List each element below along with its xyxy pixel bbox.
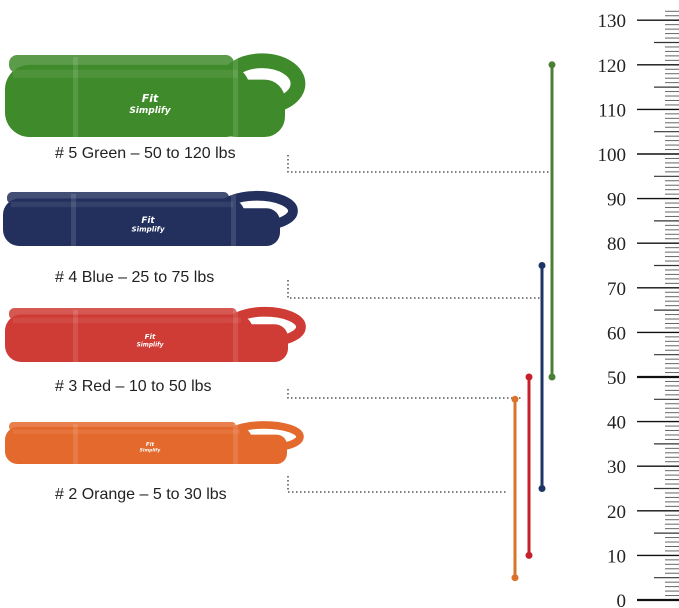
- band-strap: [73, 424, 78, 464]
- range-max-dot: [538, 262, 546, 269]
- band-body: [5, 314, 253, 362]
- range-min-dot: [538, 485, 546, 492]
- tick-label: 60: [607, 323, 626, 344]
- tick-label: 90: [607, 190, 626, 211]
- tick-label: 110: [598, 100, 626, 121]
- connector-line: [287, 155, 552, 173]
- band-body: [5, 64, 250, 137]
- logo-text: Simplify: [140, 448, 162, 454]
- logo-text: Simplify: [137, 342, 165, 348]
- logo-text: Fit: [142, 92, 159, 105]
- band-highlight: [11, 201, 233, 208]
- band-highlight: [13, 429, 240, 434]
- range-max-dot: [511, 395, 519, 403]
- band-body: [3, 198, 245, 246]
- band-label-red: # 3 Red – 10 to 50 lbs: [55, 378, 212, 395]
- band-top: [7, 192, 229, 204]
- tick-label: 120: [598, 56, 627, 77]
- range-bars: [511, 61, 556, 582]
- band-strap: [233, 57, 238, 137]
- connector-line: [287, 280, 542, 299]
- band-highlight: [13, 317, 241, 324]
- band-strap: [71, 194, 76, 246]
- tick-label: 100: [598, 145, 627, 166]
- band-label-green: # 5 Green – 50 to 120 lbs: [55, 145, 236, 162]
- band-images: FitSimplifyFitSimplifyFitSimplifyFitSimp…: [3, 53, 306, 464]
- band-top: [9, 308, 237, 320]
- band-end: [210, 208, 280, 246]
- connector-line: [287, 476, 507, 493]
- tick-label: 10: [607, 546, 626, 567]
- tick-label: 0: [617, 591, 627, 608]
- range-min-dot: [525, 551, 533, 559]
- band-strap: [233, 310, 238, 362]
- band-end: [218, 324, 288, 362]
- tick-label: 30: [607, 457, 626, 478]
- band-end: [215, 79, 285, 137]
- range-max-dot: [548, 61, 556, 69]
- logo-text: Simplify: [129, 106, 171, 116]
- tick-label: 80: [607, 234, 626, 255]
- tick-label: 40: [607, 413, 626, 434]
- logo-text: Fit: [141, 216, 155, 226]
- band-label-blue: # 4 Blue – 25 to 75 lbs: [55, 269, 214, 286]
- ruler-axis: 0 10 20 30 40 50 60 70 80 90 100 110 120 130: [598, 10, 679, 608]
- tick-label: 50: [607, 368, 626, 389]
- band-strap: [233, 424, 238, 464]
- band-strap: [231, 194, 236, 246]
- band-label-orange: # 2 Orange – 5 to 30 lbs: [55, 486, 227, 503]
- logo-text: Simplify: [131, 225, 164, 234]
- band-highlight: [13, 69, 238, 78]
- band-body: [5, 427, 252, 464]
- tick-label: 70: [607, 279, 626, 300]
- dotted-connectors: [287, 155, 552, 493]
- band-strap: [73, 57, 78, 137]
- tick-label: 130: [598, 11, 627, 32]
- range-min-dot: [511, 574, 519, 582]
- tick-label: 20: [607, 502, 626, 523]
- band-labels: # 5 Green – 50 to 120 lbs # 4 Blue – 25 …: [55, 145, 236, 503]
- connector-line: [287, 389, 521, 399]
- band-top: [9, 55, 234, 74]
- logo-text: Fit: [146, 442, 155, 448]
- logo-text: Fit: [145, 332, 156, 341]
- range-max-dot: [525, 373, 533, 381]
- band-end: [217, 434, 287, 464]
- band-strap: [73, 310, 78, 362]
- range-min-dot: [548, 373, 556, 381]
- band-top: [9, 422, 236, 432]
